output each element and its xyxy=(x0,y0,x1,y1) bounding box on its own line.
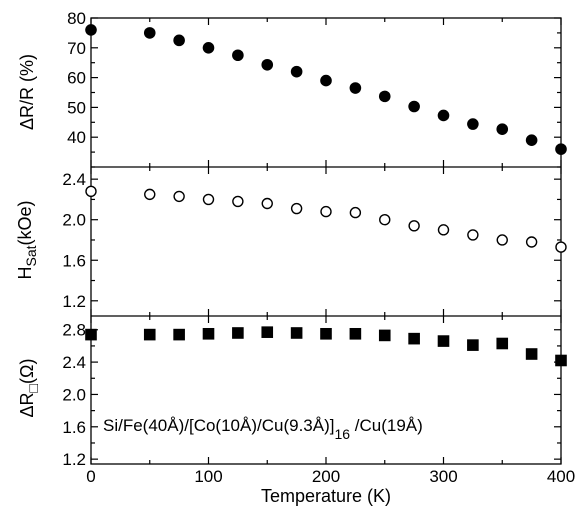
data-point xyxy=(467,339,479,351)
data-point xyxy=(173,34,185,47)
sample-annotation: Si/Fe(40Å)/[Co(10Å)/Cu(9.3Å)]16 /Cu(19Å) xyxy=(103,416,423,442)
y-tick-label: 70 xyxy=(67,39,86,58)
data-point xyxy=(378,90,391,103)
y-tick-label: 1.6 xyxy=(62,418,86,437)
y-tick-label: 1.6 xyxy=(62,251,86,270)
y-tick-label: 1.2 xyxy=(62,292,86,311)
data-point xyxy=(555,241,567,253)
x-tick-label: 300 xyxy=(429,467,457,486)
x-axis-label: Temperature (K) xyxy=(261,486,391,506)
y-axis-label-subscript: Sat xyxy=(23,245,39,266)
y-tick-label: 2.8 xyxy=(62,321,86,340)
data-point xyxy=(232,49,244,62)
y-tick-label: 2.4 xyxy=(62,170,86,189)
data-point xyxy=(467,118,479,130)
data-point xyxy=(261,58,274,71)
panel-magnetoresistance: 40 50 60 70 80 xyxy=(67,9,567,168)
y-axis-label-unit: (kOe) xyxy=(15,200,35,245)
data-point xyxy=(467,229,479,241)
y-axis-label-magnetoresistance: ΔR/R (%) xyxy=(17,54,37,130)
y-axis-label-main: ΔR/R xyxy=(17,87,37,130)
data-point xyxy=(290,327,303,339)
data-point xyxy=(555,354,567,367)
data-point xyxy=(320,74,332,87)
y-axis-label-unit: (Ω) xyxy=(17,359,37,384)
y-axis-label-resistance-change: ΔR□(Ω) xyxy=(17,359,41,418)
y-tick-label: 1.2 xyxy=(62,450,86,469)
data-point xyxy=(378,329,391,342)
annotation-subscript: 16 xyxy=(334,426,350,442)
data-point xyxy=(202,193,215,206)
y-tick-label: 80 xyxy=(67,9,86,28)
data-point xyxy=(437,224,450,236)
data-point xyxy=(290,202,303,215)
x-tick-label: 400 xyxy=(547,467,575,486)
y-axis-label-main: H xyxy=(15,267,35,280)
y-tick-label: 2.0 xyxy=(62,211,86,230)
data-point xyxy=(290,65,303,78)
y-axis-label-main: ΔR xyxy=(17,392,37,417)
data-point xyxy=(173,328,185,341)
x-tick-label: 0 xyxy=(86,467,95,486)
data-point xyxy=(143,328,156,341)
data-point xyxy=(408,332,420,345)
y-tick-label: 60 xyxy=(67,69,86,88)
data-point xyxy=(555,143,567,155)
data-point xyxy=(408,220,420,232)
x-tick-label: 200 xyxy=(312,467,340,486)
data-point xyxy=(496,123,509,135)
data-point xyxy=(85,328,97,341)
annotation-main: Si/Fe(40Å)/[Co(10Å)/Cu(9.3Å)] xyxy=(103,416,334,435)
data-point xyxy=(349,327,362,340)
data-point xyxy=(173,190,185,203)
data-point xyxy=(232,195,244,208)
x-axis: 0 100 200 300 400 xyxy=(86,18,575,486)
data-point xyxy=(202,42,215,54)
y-tick-label: 2.0 xyxy=(62,385,86,404)
panel-resistance-change: 1.2 1.6 2.0 2.4 2.8 xyxy=(62,321,567,469)
y-axis-label-unit: (%) xyxy=(17,54,37,87)
data-point xyxy=(525,134,538,146)
data-point xyxy=(408,100,420,113)
y-tick-label: 2.4 xyxy=(62,353,86,372)
data-point xyxy=(202,327,215,340)
data-point xyxy=(143,27,156,39)
data-point xyxy=(349,82,362,94)
y-axis-label-subscript: □ xyxy=(25,383,41,392)
annotation-tail: /Cu(19Å) xyxy=(350,416,423,435)
y-axis-label-saturation-field: HSat(kOe) xyxy=(15,200,39,279)
data-point xyxy=(85,185,97,198)
data-point xyxy=(379,214,391,226)
data-point xyxy=(525,348,538,360)
data-point xyxy=(261,326,274,338)
data-point xyxy=(349,206,362,219)
data-point xyxy=(320,205,332,218)
x-tick-label: 100 xyxy=(194,467,222,486)
data-point xyxy=(496,337,509,350)
data-point xyxy=(144,188,156,201)
data-point xyxy=(261,197,273,210)
data-point xyxy=(85,24,97,36)
y-tick-label: 50 xyxy=(67,98,86,117)
data-point xyxy=(232,327,244,339)
y-tick-label: 40 xyxy=(67,128,86,147)
data-point xyxy=(525,236,538,248)
data-point xyxy=(320,327,332,340)
panel-saturation-field: 1.2 1.6 2.0 2.4 xyxy=(62,170,567,311)
data-point xyxy=(437,109,450,122)
data-point xyxy=(437,335,450,347)
data-point xyxy=(496,234,508,246)
